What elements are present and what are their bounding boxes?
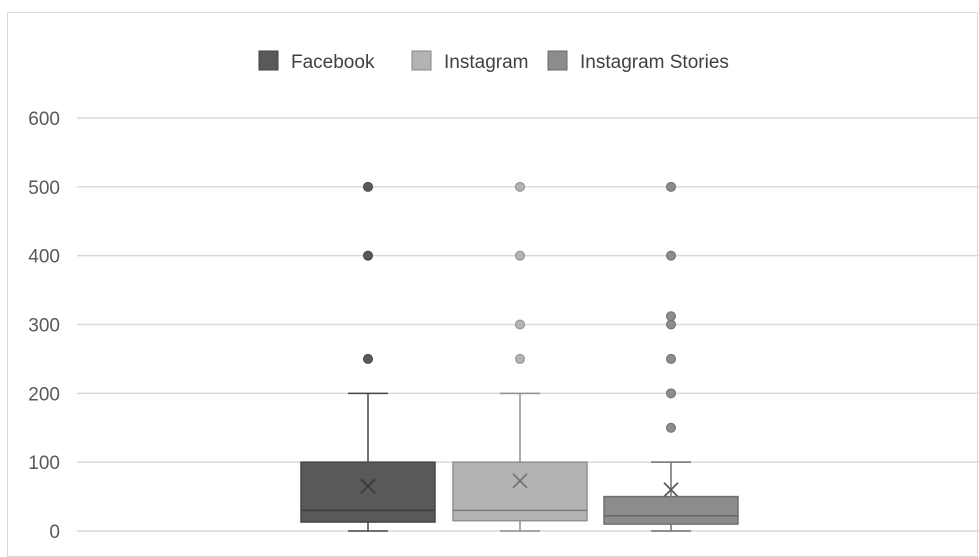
legend-swatch-1 bbox=[258, 50, 279, 71]
series-3-outlier-6 bbox=[666, 250, 676, 261]
y-tick-label-500: 500 bbox=[28, 178, 60, 199]
y-tick-label-300: 300 bbox=[28, 316, 60, 337]
series-1-outlier-3 bbox=[363, 181, 373, 192]
series-3-outlier-3 bbox=[666, 353, 676, 364]
y-tick-label-0: 0 bbox=[49, 522, 60, 543]
legend-label-1: Facebook bbox=[291, 52, 375, 73]
series-2-outlier-1 bbox=[515, 353, 525, 364]
series-3-outlier-4 bbox=[666, 319, 676, 330]
series-1-box bbox=[300, 461, 436, 523]
y-tick-label-100: 100 bbox=[28, 453, 60, 474]
legend-swatch-3 bbox=[547, 50, 568, 71]
series-3-outlier-1 bbox=[666, 422, 676, 433]
series-2-box bbox=[452, 461, 588, 522]
series-2-outlier-2 bbox=[515, 319, 525, 330]
legend-swatch-2 bbox=[411, 50, 432, 71]
series-3-box bbox=[603, 495, 739, 525]
legend-label-2: Instagram bbox=[444, 52, 528, 73]
series-1-mean-marker-b bbox=[360, 478, 376, 494]
series-3-outlier-5 bbox=[666, 311, 676, 322]
series-1-outlier-2 bbox=[363, 250, 373, 261]
series-1-outlier-1 bbox=[363, 353, 373, 364]
series-3-outlier-2 bbox=[666, 388, 676, 399]
series-3-outlier-7 bbox=[666, 181, 676, 192]
y-tick-label-200: 200 bbox=[28, 384, 60, 405]
series-3-mean-marker-b bbox=[663, 482, 679, 498]
y-tick-label-600: 600 bbox=[28, 109, 60, 130]
series-2-outlier-4 bbox=[515, 181, 525, 192]
series-2-outlier-3 bbox=[515, 250, 525, 261]
y-tick-label-400: 400 bbox=[28, 247, 60, 268]
legend-label-3: Instagram Stories bbox=[580, 52, 729, 73]
series-2-mean-marker-b bbox=[512, 473, 528, 489]
